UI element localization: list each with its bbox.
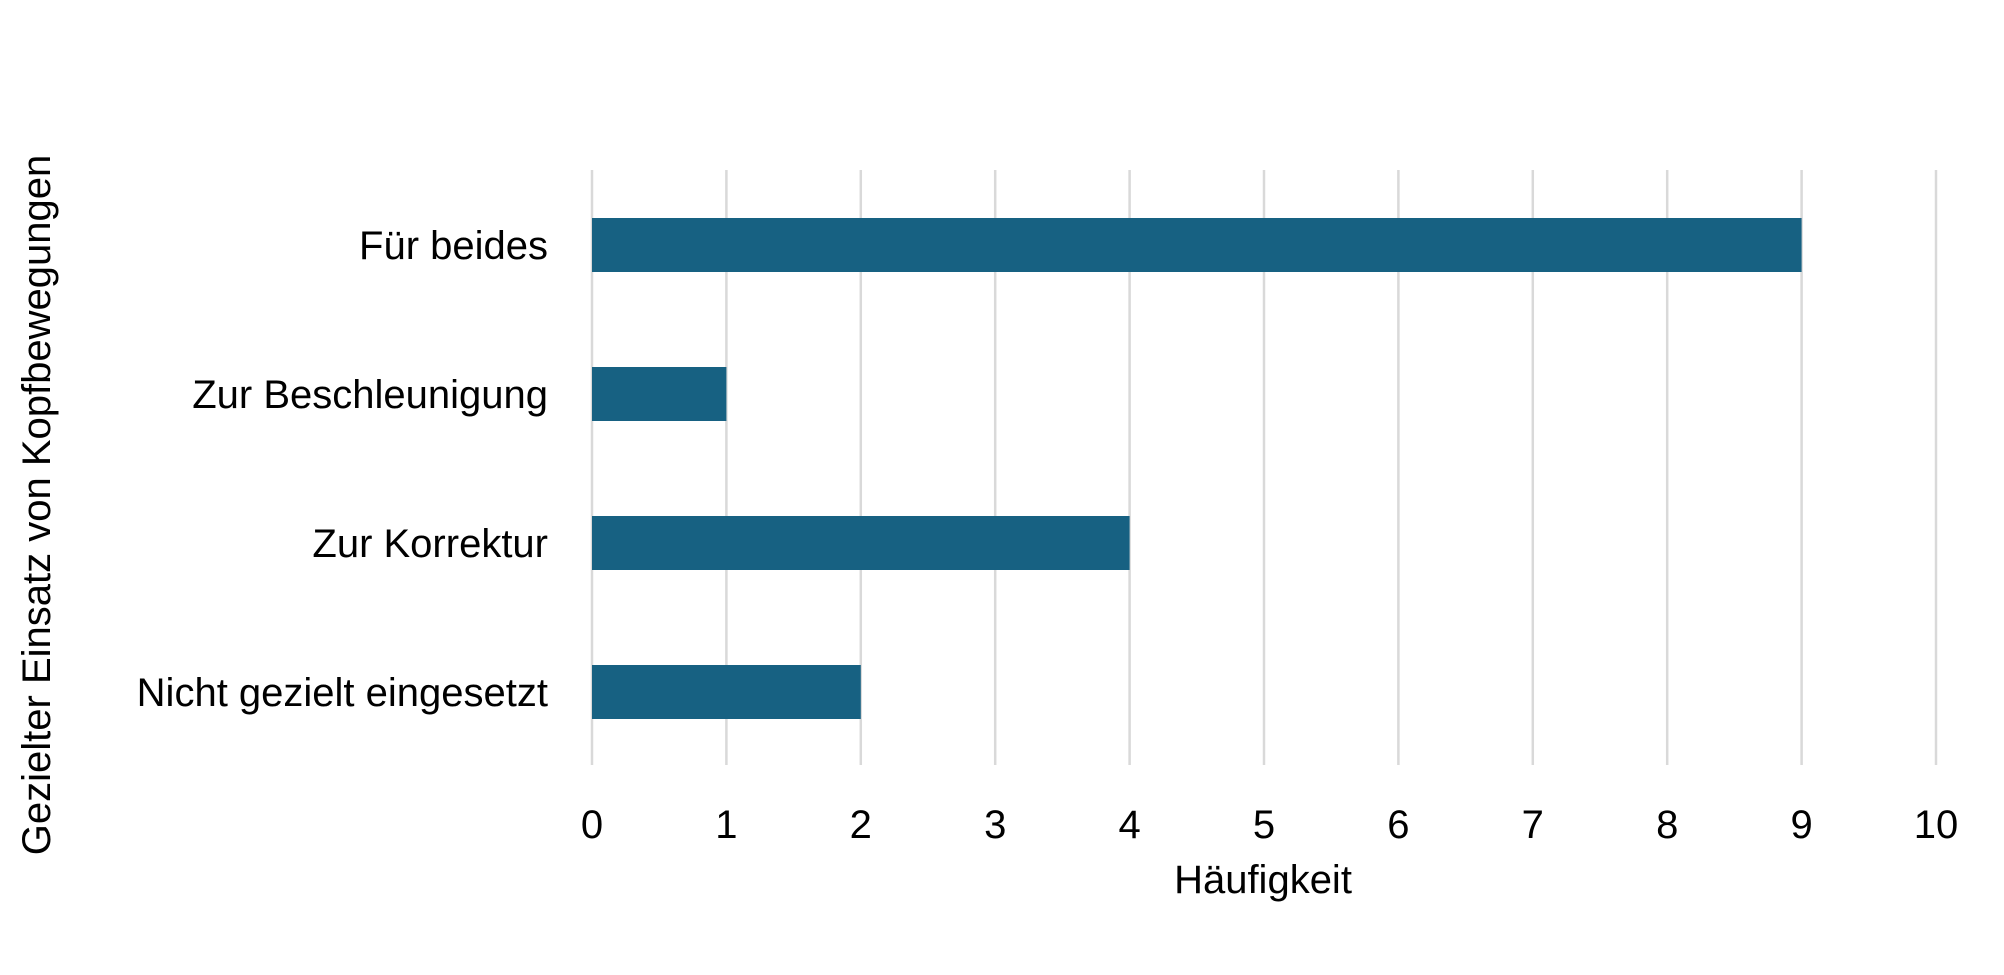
bar (592, 367, 727, 421)
y-axis-title: Gezielter Einsatz von Kopfbewegungen (15, 155, 59, 855)
x-tick-label: 7 (1522, 803, 1544, 847)
x-tick-label: 8 (1656, 803, 1678, 847)
x-tick-label: 1 (715, 803, 737, 847)
x-axis-title: Häufigkeit (1174, 858, 1352, 902)
x-tick-label: 9 (1790, 803, 1812, 847)
x-tick-label: 2 (850, 803, 872, 847)
x-tick-label: 10 (1914, 803, 1959, 847)
x-tick-label: 5 (1253, 803, 1275, 847)
bars (592, 218, 1802, 719)
category-label: Zur Beschleunigung (192, 373, 548, 417)
category-label: Für beides (359, 224, 548, 268)
bar (592, 665, 861, 719)
category-label: Zur Korrektur (312, 522, 548, 566)
bar (592, 218, 1802, 272)
x-tick-label: 0 (581, 803, 603, 847)
x-tick-label: 4 (1118, 803, 1140, 847)
x-tick-labels: 0 1 2 3 4 5 6 7 8 9 10 (581, 803, 1958, 847)
category-labels: Für beides Zur Beschleunigung Zur Korrektu… (137, 224, 548, 715)
bar (592, 516, 1130, 570)
category-label: Nicht gezielt eingesetzt (137, 671, 548, 715)
x-tick-label: 6 (1387, 803, 1409, 847)
x-tick-label: 3 (984, 803, 1006, 847)
